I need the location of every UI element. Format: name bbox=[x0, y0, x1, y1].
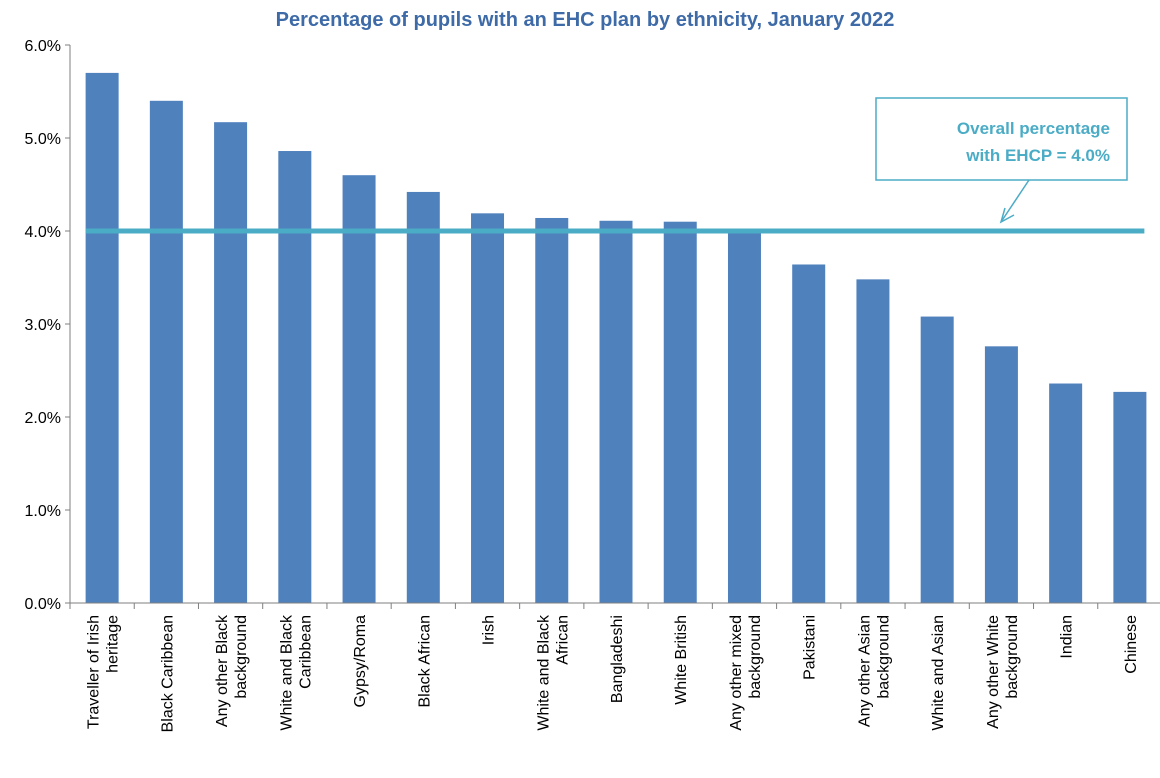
bar bbox=[85, 72, 119, 603]
bar bbox=[149, 100, 183, 604]
bar bbox=[727, 231, 761, 603]
x-tick-label: Any other Black background bbox=[214, 614, 250, 727]
x-tick-label-line: heritage bbox=[105, 615, 122, 673]
bar bbox=[984, 346, 1018, 603]
x-tick-label: Bangladeshi bbox=[609, 615, 626, 703]
x-tick-label-line: background bbox=[875, 615, 892, 699]
x-tick-label-line: Any other Black bbox=[214, 614, 231, 727]
x-tick-label-line: Any other White bbox=[985, 615, 1002, 729]
bar bbox=[342, 175, 376, 603]
bar bbox=[920, 316, 954, 603]
x-tick-label-line: White and Black bbox=[278, 614, 295, 731]
x-tick-label: Pakistani bbox=[802, 615, 819, 680]
x-tick-label-line: Indian bbox=[1059, 615, 1076, 659]
bar bbox=[406, 191, 440, 603]
bar bbox=[1113, 391, 1147, 603]
y-tick-label: 6.0% bbox=[25, 38, 61, 55]
bar bbox=[278, 151, 312, 603]
bars bbox=[85, 72, 1147, 604]
x-tick-label-line: Pakistani bbox=[802, 615, 819, 680]
x-tick-label-line: African bbox=[554, 615, 571, 665]
x-tick-label-line: White British bbox=[673, 615, 690, 705]
x-tick-label-line: Any other mixed bbox=[728, 615, 745, 731]
x-tick-label: White and Asian bbox=[930, 615, 947, 731]
x-tick-label: Black African bbox=[416, 615, 433, 707]
x-tick-label: Any other Asian background bbox=[856, 615, 892, 727]
bar bbox=[1049, 383, 1083, 603]
x-tick-label-line: Caribbean bbox=[297, 615, 314, 689]
x-tick-label: Gypsy/Roma bbox=[352, 615, 369, 708]
y-axis: 0.0% 1.0% 2.0% 3.0% 4.0% 5.0% 6.0% bbox=[25, 38, 70, 613]
annotation-line-1: Overall percentage bbox=[957, 119, 1110, 138]
x-tick-label: White and Black Caribbean bbox=[278, 614, 314, 731]
x-tick-label-line: Traveller of Irish bbox=[86, 615, 103, 729]
x-tick-label-line: Bangladeshi bbox=[609, 615, 626, 703]
x-tick-label: Chinese bbox=[1123, 615, 1140, 674]
x-tick-label-line: background bbox=[747, 615, 764, 699]
x-tick-label: Any other mixed background bbox=[728, 615, 764, 731]
x-tick-label-line: Irish bbox=[481, 615, 498, 645]
bar bbox=[663, 221, 697, 603]
bar bbox=[792, 264, 826, 603]
y-tick-label: 2.0% bbox=[25, 410, 61, 427]
chart-title: Percentage of pupils with an EHC plan by… bbox=[276, 9, 895, 31]
x-tick-label: Black Caribbean bbox=[159, 615, 176, 732]
x-tick-label: Traveller of Irish heritage bbox=[86, 615, 122, 729]
x-tick-label: White and Black African bbox=[535, 614, 571, 731]
bar bbox=[599, 220, 633, 603]
x-tick-label: White British bbox=[673, 615, 690, 705]
x-tick-label-line: White and Asian bbox=[930, 615, 947, 731]
x-tick-label-line: background bbox=[1004, 615, 1021, 699]
bar bbox=[535, 217, 569, 604]
annotation-line-2: with EHCP = 4.0% bbox=[965, 146, 1110, 165]
annotation-arrowhead bbox=[999, 207, 1015, 224]
x-tick-label-line: background bbox=[233, 615, 250, 699]
y-tick-label: 4.0% bbox=[25, 224, 61, 241]
x-tick-label-line: Any other Asian bbox=[856, 615, 873, 727]
annotation-pointer bbox=[1000, 179, 1030, 223]
axes bbox=[69, 45, 1160, 604]
y-tick-label: 5.0% bbox=[25, 131, 61, 148]
x-tick-label: Irish bbox=[481, 615, 498, 645]
annotation-box bbox=[875, 97, 1128, 181]
x-tick-label: Any other White background bbox=[985, 615, 1021, 729]
bar bbox=[856, 279, 890, 603]
y-tick-label: 3.0% bbox=[25, 317, 61, 334]
annotation-group: Overall percentage with EHCP = 4.0% bbox=[875, 97, 1128, 224]
y-tick-label: 1.0% bbox=[25, 503, 61, 520]
x-tick-label-line: Black African bbox=[416, 615, 433, 707]
bar bbox=[471, 213, 505, 603]
bar bbox=[214, 122, 248, 603]
x-tick-label-line: White and Black bbox=[535, 614, 552, 731]
x-tick-label-line: Gypsy/Roma bbox=[352, 615, 369, 708]
y-tick-label: 0.0% bbox=[25, 596, 61, 613]
x-axis: Traveller of Irish heritage Black Caribbea… bbox=[69, 603, 1140, 732]
x-tick-label-line: Chinese bbox=[1123, 615, 1140, 674]
x-tick-label-line: Black Caribbean bbox=[159, 615, 176, 732]
x-tick-label: Indian bbox=[1059, 615, 1076, 659]
